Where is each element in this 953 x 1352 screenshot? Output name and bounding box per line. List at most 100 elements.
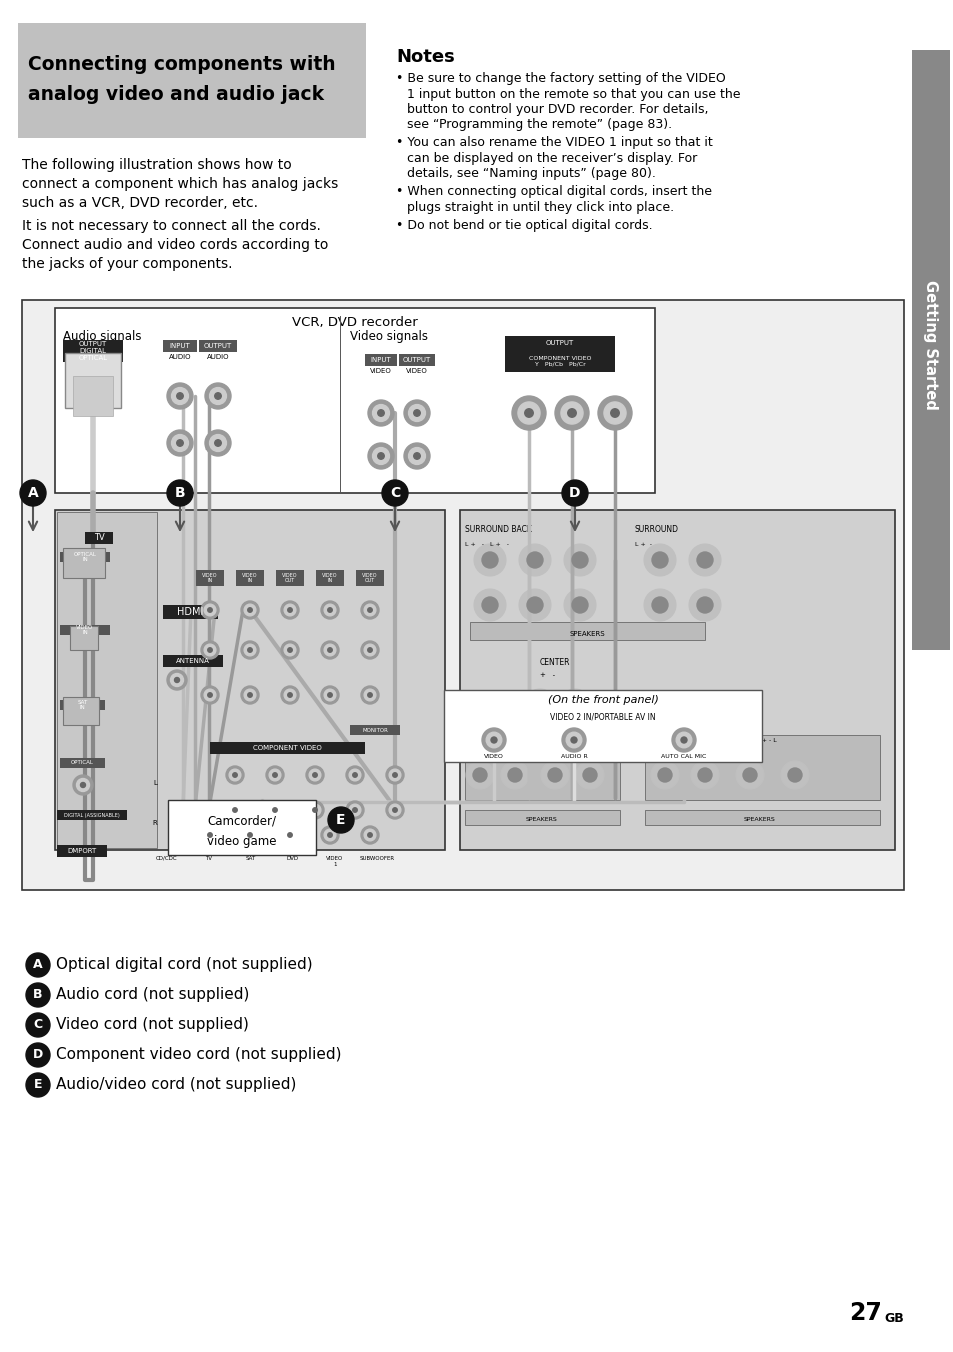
Text: L: L [205,396,209,406]
Text: VIDEO
OUT: VIDEO OUT [282,573,297,583]
Text: VIDEO
IN: VIDEO IN [76,625,93,635]
Circle shape [208,692,212,698]
Circle shape [377,453,384,460]
Circle shape [364,829,375,841]
Bar [464,735,619,800]
Circle shape [269,804,280,815]
Circle shape [367,833,372,837]
Circle shape [281,685,298,704]
Circle shape [324,604,335,617]
Text: VIDEO: VIDEO [370,368,392,375]
Circle shape [781,761,808,790]
Text: SUBWOOFER: SUBWOOFER [359,856,395,861]
Circle shape [176,392,183,399]
Circle shape [309,769,320,781]
Text: VIDEO
IN: VIDEO IN [242,573,257,583]
Circle shape [266,800,284,819]
Bar [504,350,615,372]
Bar [644,810,879,825]
Circle shape [233,773,237,777]
Circle shape [269,769,280,781]
Text: AUTO CAL MIC: AUTO CAL MIC [660,754,706,758]
Text: AUDIO: AUDIO [169,354,191,360]
Circle shape [26,1042,50,1067]
Text: Connect audio and video cords according to: Connect audio and video cords according … [22,238,328,251]
Circle shape [697,598,712,612]
Bar [163,604,218,619]
Circle shape [368,400,394,426]
Bar [365,354,396,366]
Circle shape [281,602,298,619]
Text: Connecting components with: Connecting components with [28,55,335,74]
Circle shape [204,690,215,700]
Circle shape [393,807,396,813]
Bar [18,23,366,138]
Circle shape [571,737,577,744]
Text: such as a VCR, DVD recorder, etc.: such as a VCR, DVD recorder, etc. [22,196,257,210]
Text: Camcorder/: Camcorder/ [208,815,276,827]
Bar [57,810,127,821]
Text: OUTPUT: OUTPUT [545,339,574,346]
Text: DVD: DVD [287,856,298,861]
Circle shape [284,604,295,617]
Bar [57,512,157,848]
Circle shape [306,767,324,784]
Circle shape [306,800,324,819]
Circle shape [360,685,378,704]
Circle shape [328,833,332,837]
Text: MONITOR: MONITOR [362,727,388,733]
Text: (On the front panel): (On the front panel) [547,695,658,704]
Circle shape [389,804,400,815]
Text: • When connecting optical digital cords, insert the: • When connecting optical digital cords,… [395,185,711,197]
Circle shape [309,804,320,815]
Text: 27: 27 [848,1301,882,1325]
Circle shape [266,767,284,784]
Text: D: D [32,1049,43,1061]
Text: SURROUND: SURROUND [635,525,679,534]
Circle shape [284,829,295,841]
Circle shape [360,826,378,844]
Circle shape [512,396,545,430]
Circle shape [360,602,378,619]
Circle shape [174,677,179,683]
Circle shape [241,685,258,704]
Circle shape [229,804,240,815]
Circle shape [367,608,372,612]
Text: Optical digital cord (not supplied): Optical digital cord (not supplied) [56,957,313,972]
Circle shape [210,434,226,452]
Circle shape [690,761,719,790]
Circle shape [473,768,486,781]
Circle shape [214,439,221,446]
Text: R: R [152,821,157,826]
Text: GB: GB [883,1311,902,1325]
Circle shape [201,602,219,619]
Circle shape [208,608,212,612]
Circle shape [697,552,712,568]
Circle shape [26,1013,50,1037]
Circle shape [558,690,590,721]
Bar [470,622,704,639]
Text: INPUT: INPUT [370,357,391,362]
Circle shape [567,408,576,418]
Bar [22,300,903,890]
Circle shape [248,608,252,612]
Circle shape [167,383,193,410]
Circle shape [547,768,561,781]
Text: VIDEO
OUT: VIDEO OUT [362,573,377,583]
Text: ANTENNA: ANTENNA [176,658,210,664]
Circle shape [465,761,494,790]
Circle shape [273,773,277,777]
Circle shape [364,604,375,617]
Circle shape [688,589,720,621]
Circle shape [486,733,501,748]
Text: INPUT: INPUT [170,343,191,349]
Circle shape [328,608,332,612]
Text: It is not necessary to connect all the cords.: It is not necessary to connect all the c… [22,219,320,233]
Circle shape [386,767,403,784]
Circle shape [481,598,497,612]
Circle shape [320,826,338,844]
Circle shape [561,727,585,752]
Text: OPTICAL: OPTICAL [71,760,93,765]
Circle shape [523,690,556,721]
Bar [63,698,99,725]
